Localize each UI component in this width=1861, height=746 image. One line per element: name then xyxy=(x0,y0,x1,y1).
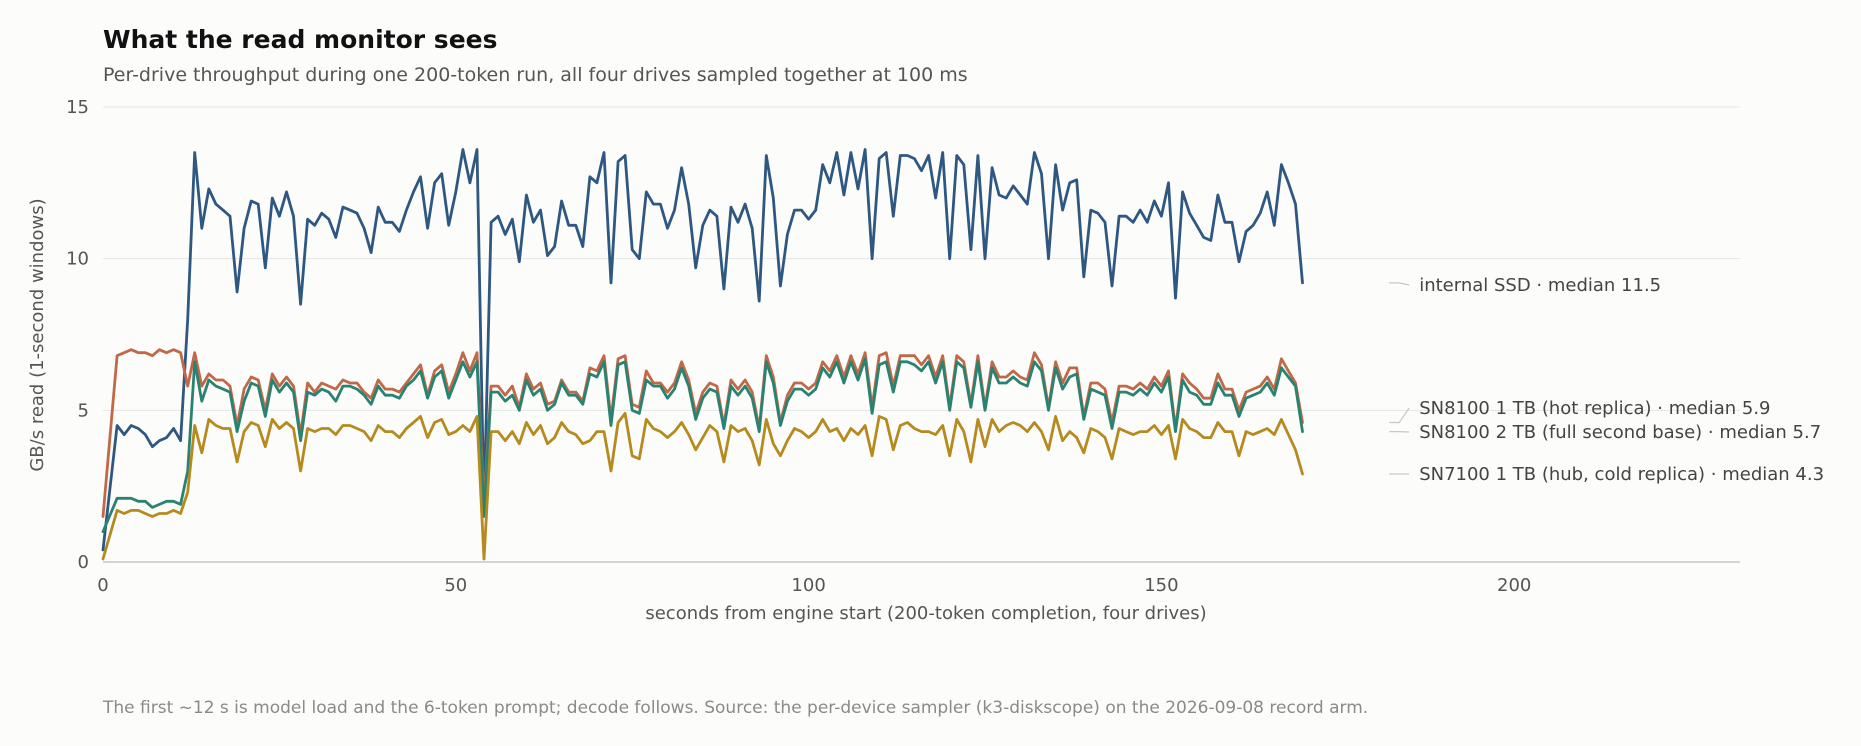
label-leader-0 xyxy=(1389,282,1410,286)
y-tick-label: 0 xyxy=(78,552,89,573)
x-tick-label: 50 xyxy=(444,575,467,596)
y-tick-label: 15 xyxy=(66,97,89,118)
footnote: The first ~12 s is model load and the 6-… xyxy=(103,698,1369,718)
y-tick-label: 10 xyxy=(66,249,89,270)
direct-labels: internal SSD · median 11.5 SN8100 1 TB (h… xyxy=(1389,275,1824,485)
series-line-1 xyxy=(101,348,1304,518)
series-label-0: internal SSD · median 11.5 xyxy=(1419,275,1661,296)
series-label-3: SN7100 1 TB (hub, cold replica) · median… xyxy=(1419,464,1824,485)
x-tick-label: 0 xyxy=(97,575,108,596)
series-line-0 xyxy=(101,148,1304,552)
chart-title: What the read monitor sees xyxy=(103,25,498,54)
y-axis-label: GB/s read (1-second windows) xyxy=(27,198,48,471)
series-line-2 xyxy=(101,357,1304,534)
gridlines xyxy=(103,106,1740,411)
chart-subtitle: Per-drive throughput during one 200-toke… xyxy=(103,64,968,86)
x-tick-label: 100 xyxy=(791,575,825,596)
x-tick-label: 150 xyxy=(1144,575,1178,596)
x-axis-label: seconds from engine start (200-token com… xyxy=(645,603,1206,624)
x-tick-label: 200 xyxy=(1497,575,1531,596)
series-line-3 xyxy=(101,411,1304,561)
label-leader-1 xyxy=(1389,407,1410,424)
y-tick-label: 5 xyxy=(78,400,89,421)
series-lines xyxy=(101,148,1304,561)
series-label-2: SN8100 2 TB (full second base) · median … xyxy=(1419,422,1821,443)
series-label-1: SN8100 1 TB (hot replica) · median 5.9 xyxy=(1419,398,1770,419)
